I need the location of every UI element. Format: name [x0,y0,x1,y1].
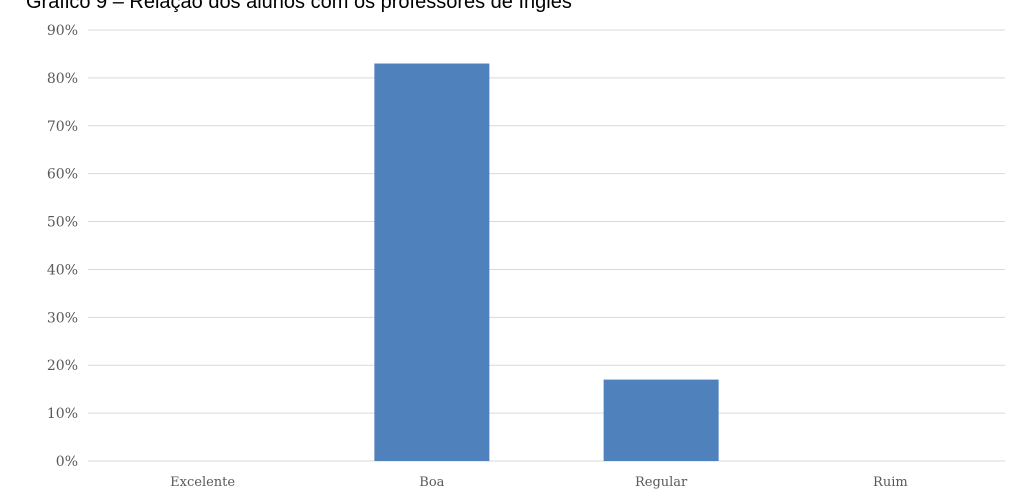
gridlines [88,29,1005,462]
y-tick-label: 90% [47,23,78,39]
y-tick-label: 0% [56,454,78,470]
y-tick-label: 80% [47,71,78,87]
x-category-label: Boa [419,475,444,490]
y-tick-label: 40% [47,262,78,278]
chart-title: Gráfico 9 – Relação dos alunos com os pr… [26,0,572,13]
bar-boa [374,63,490,462]
bar-regular [603,379,719,461]
y-tick-label: 10% [47,406,78,422]
x-category-label: Excelente [170,475,235,490]
bars [374,63,719,462]
x-category-label: Regular [635,475,688,490]
y-tick-label: 70% [47,119,78,135]
y-tick-label: 30% [47,310,78,326]
y-tick-label: 60% [47,167,78,183]
y-axis-ticks: 0% 10% 20% 30% 40% 50% 60% 70% 80% 90% [47,23,78,470]
y-tick-label: 20% [47,358,78,374]
y-tick-label: 50% [47,215,78,231]
x-axis-categories: Excelente Boa Regular Ruim [170,475,908,490]
x-category-label: Ruim [873,475,908,490]
